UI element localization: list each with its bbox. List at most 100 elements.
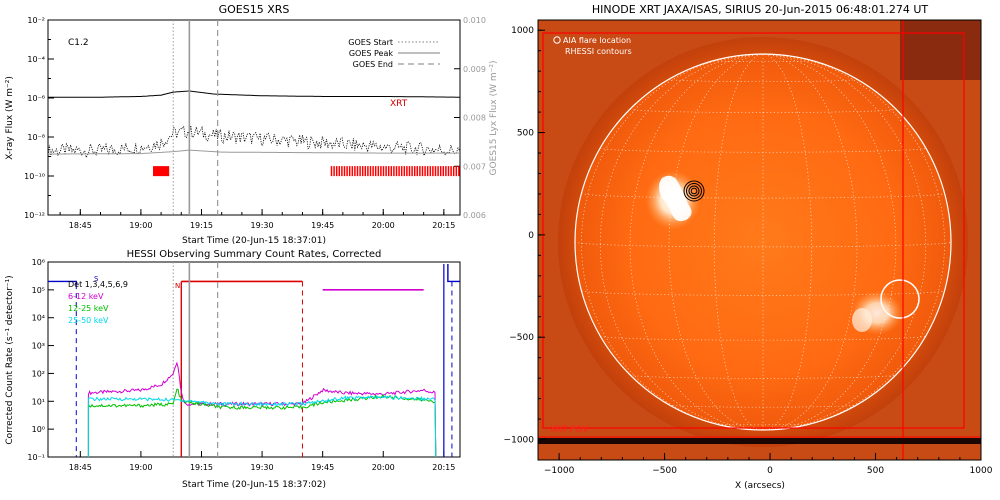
goes-x-axis-label: Start Time (20-Jun-15 18:37:01) [182,236,326,246]
xrt-coverage-tick [426,166,429,177]
rhessi-contour [688,185,700,197]
goes-y-tick-label: 10⁻⁴ [27,55,45,64]
xrt-coverage-tick [432,166,434,177]
xrt-coverage-tick [458,166,460,177]
goes-y-tick-label: 10⁻⁸ [27,133,45,142]
hessi-y-tick-label: 10³ [32,342,45,351]
xrt-active-region-loops [659,175,692,222]
xrt-fov-box [542,32,965,429]
xrt-longitude-line [762,53,927,431]
hessi-x-tick-label: 19:15 [190,463,213,472]
hessi-legend-label: 6-12 keV [68,292,104,301]
xrt-y-tick-label: −1000 [504,436,535,446]
goes-x-tick-label: 19:30 [251,221,274,230]
hessi-data-marks [48,262,460,457]
xrt-coverage-tick [393,166,395,177]
hessi-title: HESSI Observing Summary Count Rates, Cor… [127,249,382,260]
hessi-panel: HESSI Observing Summary Count Rates, Cor… [5,249,461,490]
goes-data-marks [48,20,460,215]
goes-y2-tick-label: 0.010 [463,16,486,25]
xrt-latitude-line [669,404,857,408]
xrt-latitude-line [630,374,896,379]
xrt-y-tick-label: 1000 [511,26,534,36]
xrt-latitude-line [714,423,812,426]
xrt-y-tick-label: −500 [509,333,534,343]
goes-y-ticks: 10⁻² 10⁻⁴ 10⁻⁶ 10⁻⁸ 10⁻¹⁰ 10⁻¹² [24,16,54,220]
xrt-coverage-tick [369,166,372,177]
goes-y2-tick-label: 0.006 [463,211,486,220]
hessi-y-ticks: 10⁶ 10⁵ 10⁴ 10³ 10² 10¹ 10⁰ 10⁻¹ [27,258,54,462]
hessi-saa-flag-bar [48,280,77,285]
hessi-y-tick-label: 10⁶ [32,258,45,267]
xrt-panel: HINODE XRT JAXA/ISAS, SIRIUS 20-Jun-2015… [504,3,993,491]
hessi-night-flag: N [175,282,180,290]
xrt-legend: AIA flare location RHESSI contours [553,36,632,56]
xrt-coverage-tick [400,166,403,177]
xrt-x-ticks: −1000 −500 0 500 1000 [544,453,993,476]
goes-series-lyman-alpha [48,149,460,155]
legend-aia-label: AIA flare location [563,36,631,45]
xrt-latitude-line [581,193,945,199]
goes-x-tick-label: 20:00 [372,221,395,230]
xrt-coverage-tick [372,166,374,177]
xrt-fov-label: XRT FOV [550,425,589,435]
xrt-heliographic-grid [574,53,952,431]
goes-y-tick-label: 10⁻⁶ [27,94,45,103]
hessi-y-tick-label: 10¹ [32,397,45,406]
xrt-coverage-tick [351,166,354,177]
xrt-coverage-tick [421,166,424,177]
xrt-coverage-tick [439,166,442,177]
hessi-x-tick-label: 18:45 [69,463,92,472]
xrt-coverage-tick [442,166,445,177]
xrt-coverage-tick [333,166,335,177]
goes-y2-tick-label: 0.008 [463,114,486,123]
hessi-legend-title: Det 1,3,4,5,6,9 [68,280,128,289]
goes-series-short [48,124,460,159]
xrt-latitude-line [599,147,927,153]
goes-legend-label: GOES Peak [349,49,394,58]
hessi-legend-label: 12-25 keV [68,304,109,313]
xrt-coverage-tick [380,166,382,177]
hessi-x-tick-label: 20:15 [432,463,455,472]
xrt-coverage-tick [406,166,408,177]
hessi-saa-flag: S [94,275,99,283]
xrt-coverage-tick [387,166,390,177]
xrt-solar-image: XRT FOV AIA flare location RHESSI contou… [538,20,981,460]
xrt-coverage-tick [377,166,380,177]
goes-y2-axis-label: GOES15 Lyx Flux (W m⁻²) [489,61,499,176]
xrt-coverage-tick [408,166,411,177]
rhessi-contour [690,187,698,195]
goes-panel: GOES15 XRS C1.2 XRT 10⁻² 10⁻⁴ 10⁻⁶ 10⁻⁸ 10⁻¹… [5,3,499,246]
xrt-coverage-tick [437,166,439,177]
xrt-x-tick-label: −1000 [544,466,575,476]
goes-y-tick-label: 10⁻¹² [24,211,45,220]
xrt-coverage-tick [429,166,432,177]
xrt-coverage-tick [452,166,455,177]
xrt-coverage-tick [354,166,356,177]
goes-x-tick-label: 19:15 [190,221,213,230]
xrt-coverage-tick [434,166,437,177]
xrt-x-axis-label: X (arcsecs) [735,481,785,491]
xrt-coverage-tick [367,166,369,177]
goes-y-axis-label: X-ray Flux (W m⁻²) [5,76,15,160]
xrt-coverage-tick [416,166,419,177]
hessi-y-axis-label: Corrected Count Rate (s⁻¹ detector⁻¹) [5,275,15,444]
goes-x-tick-label: 19:00 [129,221,152,230]
goes-xrt-label: XRT [390,99,408,109]
xrt-coverage-tick [395,166,398,177]
xrt-coverage-tick [335,166,338,177]
goes-plot-frame [47,19,461,216]
xrt-latitude-line [581,290,945,296]
hessi-y-tick-label: 10⁵ [32,286,45,295]
xrt-coverage-tick [348,166,351,177]
goes-y-tick-label: 10⁻² [27,16,45,25]
hessi-x-tick-label: 19:45 [311,463,334,472]
xrt-y-ticks: 1000 500 0 −500 −1000 [504,26,545,446]
goes-title: GOES15 XRS [219,3,290,16]
rhessi-contours [683,180,705,202]
xrt-limb-circle [574,53,952,431]
xrt-longitude-line [599,53,764,431]
hessi-y-tick-label: 10⁴ [32,314,45,323]
xrt-coverage-tick [411,166,413,177]
hessi-x-tick-label: 20:00 [372,463,395,472]
